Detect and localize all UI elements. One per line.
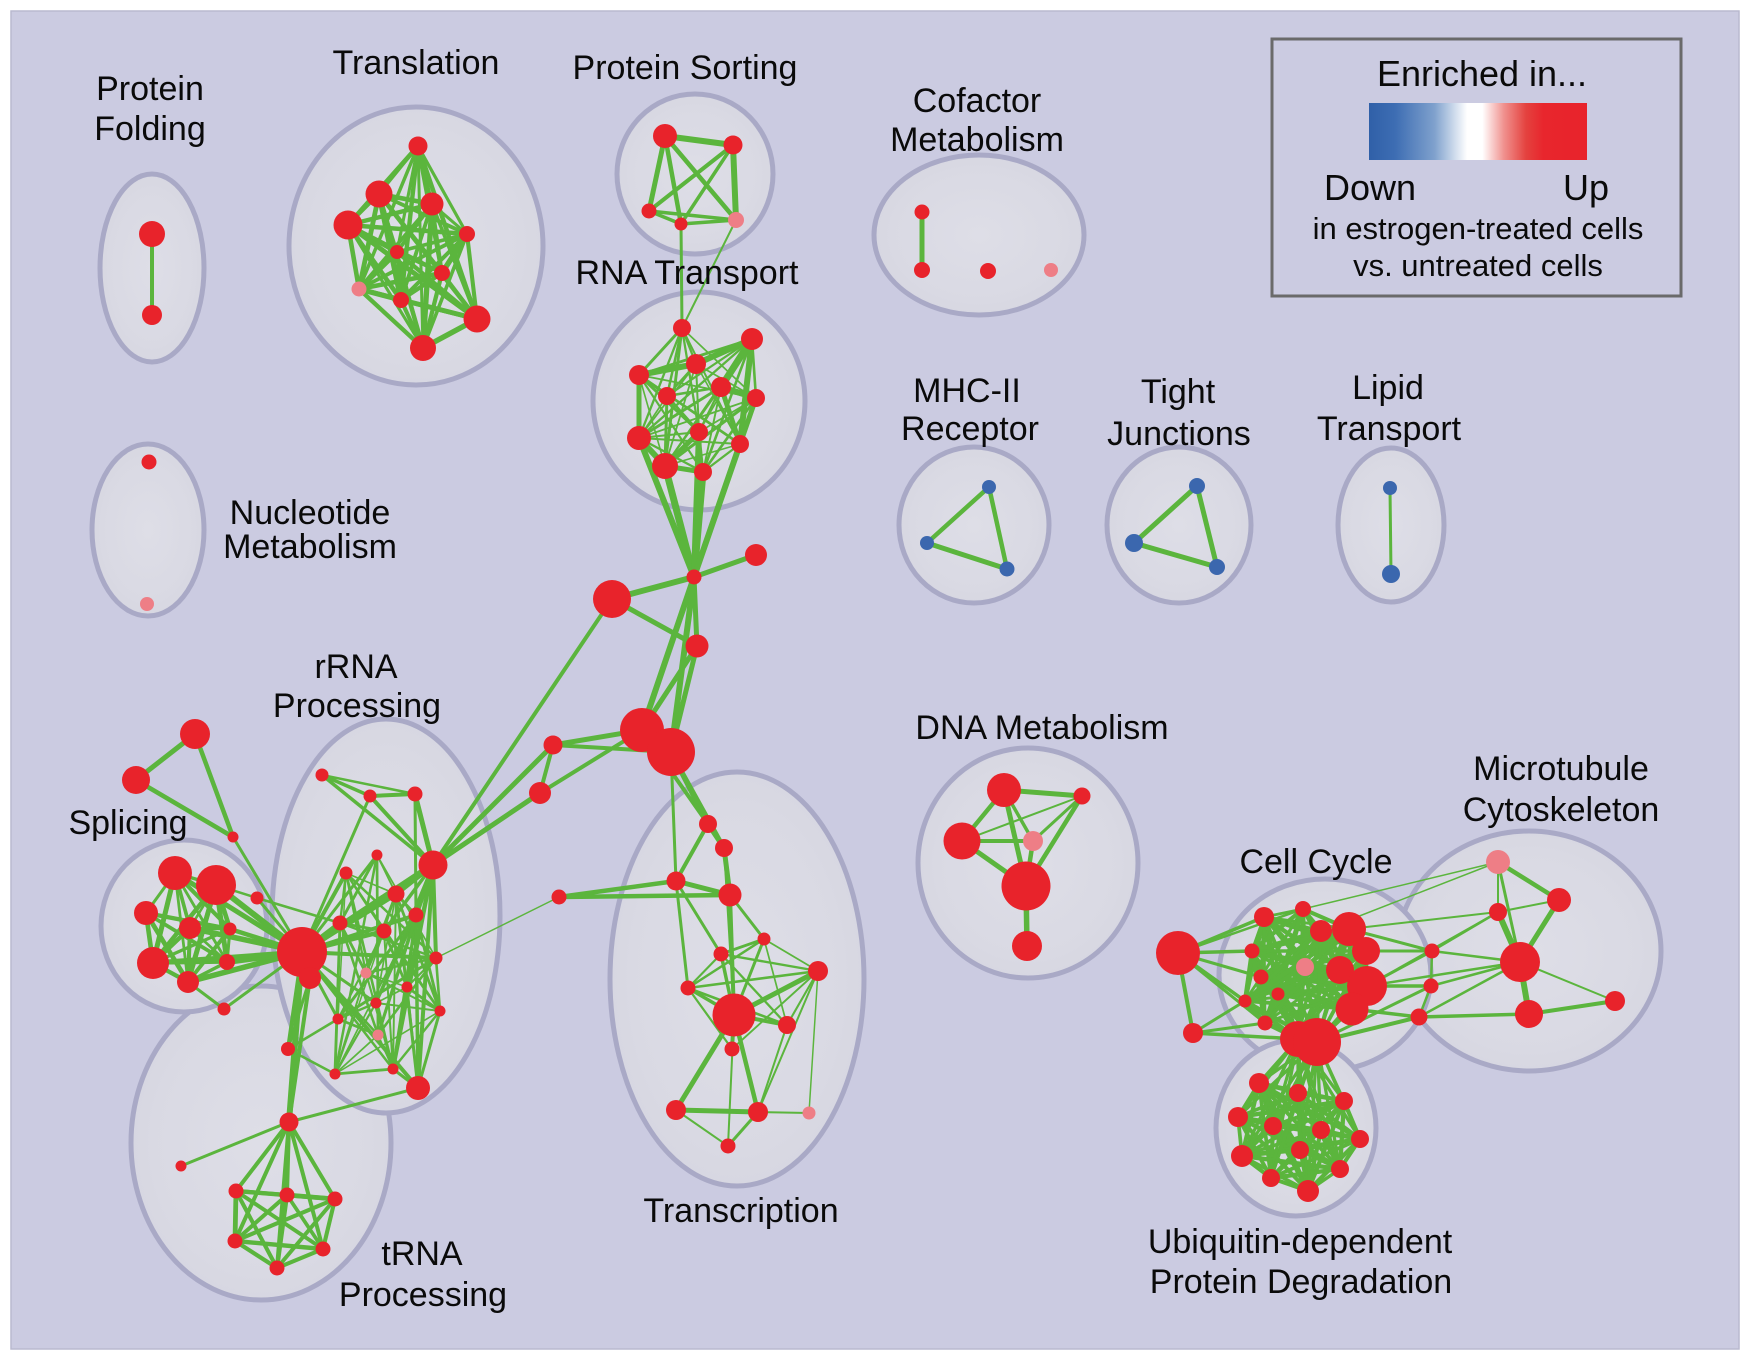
svg-text:Microtubule: Microtubule xyxy=(1473,750,1649,788)
svg-text:Receptor: Receptor xyxy=(901,410,1039,448)
svg-text:MHC-II: MHC-II xyxy=(913,372,1021,410)
svg-text:Transport: Transport xyxy=(1317,410,1462,448)
svg-text:Nucleotide: Nucleotide xyxy=(230,494,391,532)
svg-text:Protein: Protein xyxy=(96,70,204,108)
svg-text:Transcription: Transcription xyxy=(643,1192,838,1230)
svg-text:tRNA: tRNA xyxy=(381,1235,463,1273)
svg-text:Cytoskeleton: Cytoskeleton xyxy=(1463,791,1660,829)
svg-text:in estrogen-treated cells: in estrogen-treated cells xyxy=(1313,211,1644,246)
svg-text:Enriched in...: Enriched in... xyxy=(1377,53,1587,94)
svg-text:Protein Sorting: Protein Sorting xyxy=(573,49,798,87)
svg-text:RNA Transport: RNA Transport xyxy=(576,254,800,292)
svg-text:Up: Up xyxy=(1563,167,1609,208)
svg-text:Lipid: Lipid xyxy=(1352,369,1424,407)
svg-text:Processing: Processing xyxy=(273,687,441,725)
svg-text:Junctions: Junctions xyxy=(1107,415,1251,453)
svg-text:Metabolism: Metabolism xyxy=(890,121,1064,159)
svg-text:Metabolism: Metabolism xyxy=(223,528,397,566)
svg-text:Folding: Folding xyxy=(94,110,206,148)
svg-text:Splicing: Splicing xyxy=(68,804,187,842)
svg-text:Cell Cycle: Cell Cycle xyxy=(1239,843,1392,881)
svg-text:DNA Metabolism: DNA Metabolism xyxy=(915,709,1168,747)
svg-text:vs. untreated cells: vs. untreated cells xyxy=(1353,248,1603,283)
svg-text:Translation: Translation xyxy=(333,44,500,82)
svg-text:Tight: Tight xyxy=(1141,373,1216,411)
svg-text:Cofactor: Cofactor xyxy=(913,82,1042,120)
svg-text:Processing: Processing xyxy=(339,1276,507,1314)
svg-text:Protein Degradation: Protein Degradation xyxy=(1150,1263,1452,1301)
svg-text:Ubiquitin-dependent: Ubiquitin-dependent xyxy=(1148,1223,1453,1261)
svg-text:rRNA: rRNA xyxy=(314,648,397,686)
svg-text:Down: Down xyxy=(1324,167,1416,208)
